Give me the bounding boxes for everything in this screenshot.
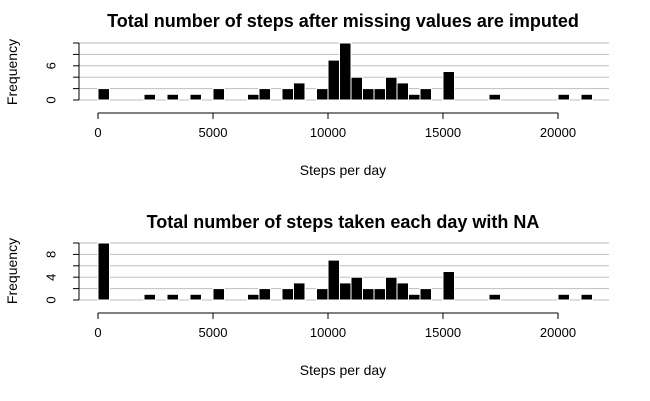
y-axis-label: Frequency — [4, 238, 20, 304]
histogram-bar — [166, 93, 179, 101]
chart-panel-with-na: Total number of steps taken each day wit… — [4, 212, 609, 378]
x-axis-label: Steps per day — [300, 362, 386, 378]
histogram-bar — [281, 288, 294, 301]
y-tick-label: 4 — [44, 274, 59, 281]
x-tick-label: 20000 — [540, 125, 576, 140]
histogram-bar — [580, 293, 593, 301]
histogram-bar — [327, 59, 340, 101]
chart-title: Total number of steps taken each day wit… — [147, 212, 540, 232]
histogram-bar — [408, 93, 421, 101]
histogram-bar — [166, 293, 179, 301]
histogram-bar — [373, 288, 386, 301]
histogram-bar — [419, 88, 432, 101]
histogram-bar — [143, 93, 156, 101]
histogram-bar — [212, 88, 225, 101]
x-tick-label: 15000 — [425, 125, 461, 140]
histogram-bar — [316, 288, 329, 301]
chart-panel-imputed: Total number of steps after missing valu… — [4, 11, 609, 178]
y-axis-label: Frequency — [4, 39, 20, 105]
histogram-bar — [362, 88, 375, 101]
histogram-bar — [247, 293, 260, 301]
histogram-bar — [580, 93, 593, 101]
y-tick-label: 6 — [44, 62, 59, 69]
y-tick-label: 0 — [44, 296, 59, 303]
histogram-bar — [143, 293, 156, 301]
histogram-bar — [97, 242, 110, 301]
histogram-bar — [316, 88, 329, 101]
histogram-bar — [293, 282, 306, 301]
histogram-bar — [189, 293, 202, 301]
x-axis-label: Steps per day — [300, 162, 386, 178]
histogram-bar — [281, 88, 294, 101]
x-tick-label: 0 — [94, 125, 101, 140]
histogram-bar — [442, 71, 455, 101]
histogram-bar — [189, 93, 202, 101]
histogram-bar — [385, 76, 398, 101]
histogram-bar — [488, 93, 501, 101]
x-tick-label: 15000 — [425, 325, 461, 340]
chart-title: Total number of steps after missing valu… — [107, 11, 579, 31]
histogram-bar — [557, 293, 570, 301]
x-tick-label: 20000 — [540, 325, 576, 340]
x-tick-label: 0 — [94, 325, 101, 340]
histogram-bar — [362, 288, 375, 301]
histogram-bar — [293, 82, 306, 101]
histogram-bar — [385, 276, 398, 301]
histogram-bar — [557, 93, 570, 101]
histogram-bar — [258, 88, 271, 101]
y-tick-label: 8 — [44, 251, 59, 258]
histogram-bar — [350, 276, 363, 301]
y-tick-label: 0 — [44, 96, 59, 103]
histogram-bar — [488, 293, 501, 301]
histogram-bar — [247, 93, 260, 101]
x-tick-label: 10000 — [310, 125, 346, 140]
histogram-bar — [339, 282, 352, 301]
histogram-bar — [396, 82, 409, 101]
x-tick-label: 5000 — [199, 125, 228, 140]
histogram-bar — [212, 288, 225, 301]
histogram-bar — [396, 282, 409, 301]
histogram-bar — [419, 288, 432, 301]
histogram-bar — [408, 293, 421, 301]
histogram-bar — [373, 88, 386, 101]
histogram-bar — [339, 42, 352, 101]
x-tick-label: 10000 — [310, 325, 346, 340]
histogram-bar — [350, 76, 363, 101]
histogram-bar — [442, 271, 455, 301]
x-tick-label: 5000 — [199, 325, 228, 340]
histogram-bar — [258, 288, 271, 301]
histogram-bar — [327, 259, 340, 301]
histogram-bar — [97, 88, 110, 101]
